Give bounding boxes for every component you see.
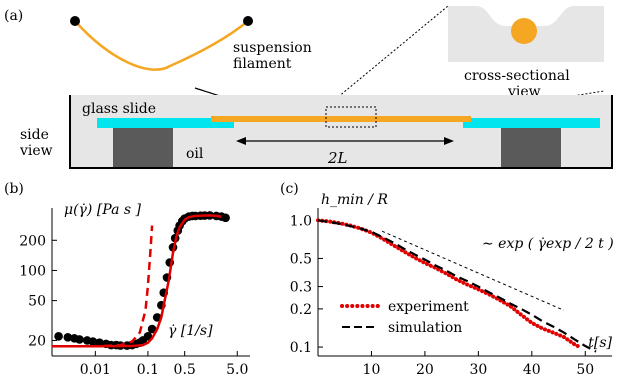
c-ytick-label-0: 1.0 — [290, 213, 312, 229]
filament-side — [211, 116, 471, 122]
filament-end-left — [70, 16, 80, 26]
cross-section-inset: cross-sectional view — [448, 6, 604, 100]
b-xtick-label-0: 0.01 — [80, 362, 111, 378]
panel-b-xlabel: γ̇ [1/s] — [168, 323, 213, 339]
b-ytick-label-3: 200 — [19, 233, 46, 249]
length-arrowhead-right — [444, 137, 454, 145]
c-xtick-label-3: 40 — [523, 362, 541, 378]
c-simulation-line — [317, 219, 597, 353]
panel-c-ylabel: h_min / R — [321, 192, 388, 208]
legend-simulation-label: simulation — [388, 320, 462, 336]
panel-c-yticks: 1.0 0.5 0.3 0.2 0.1 — [290, 213, 323, 356]
panel-b: (b) μ(γ̇) [Pa s ] 20 50 100 200 0.01 0.1 0.5 5… — [4, 181, 250, 378]
b-data-point — [221, 213, 230, 223]
b-ytick-label-0: 20 — [28, 333, 46, 349]
b-xtick-label-2: 0.5 — [174, 362, 196, 378]
panel-c: (c) h_min / R 1.0 0.5 0.3 0.2 0.1 10 20 30 40 50… — [280, 181, 614, 378]
panel-b-yticks: 20 50 100 200 — [19, 233, 57, 349]
panel-b-plot — [52, 211, 230, 350]
panel-a: (a) suspension filament cross-sectional … — [4, 5, 613, 169]
panel-b-xticks: 0.01 0.1 0.5 5.0 — [80, 351, 248, 378]
panel-c-xticks: 10 20 30 40 50 — [363, 351, 594, 378]
c-xtick-label-0: 10 — [363, 362, 381, 378]
b-data-point — [75, 335, 84, 344]
panel-c-xlabel: t[s] — [588, 335, 612, 351]
length-label: 2L — [327, 149, 348, 167]
c-ytick-label-4: 0.1 — [290, 340, 312, 356]
b-ytick-label-2: 100 — [19, 263, 46, 279]
b-xtick-label-3: 5.0 — [226, 362, 248, 378]
b-solid-line — [52, 214, 222, 348]
zoom-line-top — [325, 5, 449, 108]
c-xtick-label-4: 50 — [576, 362, 594, 378]
suspension-label: suspension — [233, 40, 312, 56]
glass-slide-right — [463, 118, 600, 128]
panel-c-plot — [316, 218, 597, 353]
support-block-left — [113, 127, 173, 167]
panel-c-legend: experiment simulation — [340, 299, 469, 336]
panel-c-label: (c) — [280, 181, 299, 197]
filament-end-right — [243, 16, 253, 26]
panel-c-annotation: ∼ exp ( γ̇exp / 2 t ) — [482, 236, 614, 252]
filament-label: filament — [233, 56, 292, 72]
panel-b-ylabel: μ(γ̇) [Pa s ] — [64, 202, 142, 218]
b-ytick-label-1: 50 — [28, 294, 46, 310]
glass-slide-label: glass slide — [82, 101, 156, 117]
b-data-point — [88, 337, 98, 346]
glass-slide-left — [97, 118, 234, 128]
panel-a-label: (a) — [4, 8, 23, 24]
c-ytick-label-1: 0.5 — [290, 251, 312, 267]
b-data-point — [63, 333, 73, 342]
b-xtick-label-1: 0.1 — [137, 362, 159, 378]
b-data-point — [147, 324, 157, 334]
cross-section-label-1: cross-sectional — [464, 68, 570, 84]
support-block-right — [501, 127, 561, 167]
b-data-point — [54, 332, 63, 341]
c-xtick-label-2: 30 — [469, 362, 487, 378]
zoom-box — [325, 106, 377, 128]
bath-walls — [69, 95, 613, 169]
c-xtick-label-1: 20 — [416, 362, 434, 378]
b-data-point — [143, 332, 153, 341]
filament-curve — [74, 20, 249, 71]
side-view-label-2: view — [19, 143, 53, 159]
b-data-point — [95, 338, 104, 348]
length-arrowhead-left — [236, 137, 246, 145]
b-dashed-line — [52, 225, 154, 348]
c-ytick-label-2: 0.3 — [290, 280, 312, 296]
oil-label: oil — [186, 146, 204, 162]
side-view-label-1: side — [20, 127, 49, 143]
legend-experiment-label: experiment — [388, 299, 469, 315]
c-ytick-label-3: 0.2 — [290, 302, 312, 318]
cross-section-filament — [511, 18, 537, 44]
panel-b-label: (b) — [4, 181, 24, 197]
